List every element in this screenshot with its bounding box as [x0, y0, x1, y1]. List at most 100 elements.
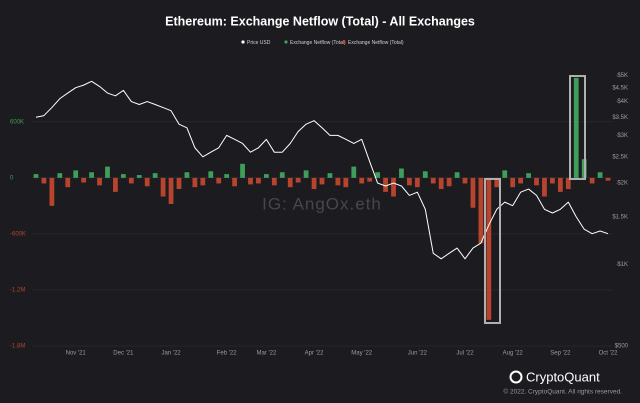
bar	[97, 177, 102, 186]
bar	[399, 168, 404, 178]
bar	[367, 177, 373, 182]
brand-name: CryptoQuant	[526, 369, 600, 384]
legend-marker	[241, 40, 245, 44]
y-tick-label: 0	[10, 175, 14, 181]
copyright: © 2022. CryptoQuant. All rights reserved…	[503, 388, 622, 396]
bar	[264, 174, 269, 178]
bar	[534, 177, 539, 186]
bar	[240, 163, 245, 178]
bar	[176, 177, 182, 190]
bar	[391, 177, 396, 197]
bar	[184, 172, 190, 178]
x-tick-label: Jul '22	[456, 351, 474, 357]
x-tick-label: Sep '22	[550, 351, 571, 357]
chart-title: Ethereum: Exchange Netflow (Total) - All…	[165, 14, 475, 28]
bar	[256, 177, 261, 184]
y-tick-label: -1.8M	[10, 344, 25, 350]
bar	[430, 177, 436, 184]
bar	[271, 177, 277, 186]
bar	[375, 172, 380, 178]
bar	[208, 171, 214, 178]
bar	[248, 177, 253, 185]
bar	[65, 177, 71, 188]
y2-tick-label: $2K	[617, 181, 628, 187]
bar	[224, 174, 230, 178]
x-tick-label: May '22	[351, 351, 372, 357]
brand-logo	[509, 370, 523, 384]
bar	[343, 177, 349, 188]
x-tick-label: Apr '22	[305, 351, 324, 357]
highlight-box	[484, 178, 501, 324]
bar	[414, 177, 420, 188]
bar	[438, 177, 444, 190]
bar	[311, 177, 317, 190]
bar	[105, 166, 110, 178]
y2-tick-label: $5K	[617, 73, 628, 79]
bar	[486, 177, 492, 320]
bar	[422, 171, 428, 178]
bar	[113, 177, 118, 192]
y2-tick-label: $1.5K	[612, 214, 628, 220]
y2-tick-label: $3.5K	[612, 115, 628, 121]
price-line	[35, 80, 609, 260]
bar	[192, 177, 198, 188]
bar	[144, 177, 150, 187]
bar	[557, 177, 563, 192]
y2-tick-label: $1K	[617, 262, 628, 268]
bar	[446, 177, 452, 187]
bar	[200, 177, 206, 186]
bar	[351, 166, 357, 178]
y2-tick-label: $4K	[617, 99, 628, 105]
legend-marker	[342, 40, 346, 44]
plot-area: 600K 0 -600K -1.2M -1.8M $5K $4.5K $4K $3.5K $3K $…	[10, 73, 629, 357]
x-tick-label: Dec '21	[113, 351, 134, 357]
y-tick-label: -600K	[10, 231, 26, 237]
bar	[597, 172, 603, 178]
y2-tick-label: $3K	[617, 133, 628, 139]
y2-tick-label: $4.5K	[612, 85, 628, 91]
bar	[335, 177, 341, 186]
y-tick-label: 600K	[10, 119, 24, 125]
legend-marker	[284, 40, 288, 44]
y-tick-label: -1.2M	[10, 288, 25, 294]
bar	[57, 173, 63, 178]
bar	[73, 170, 79, 178]
bar	[542, 177, 547, 197]
x-tick-label: Mar '22	[256, 351, 276, 357]
legend-label: Exchange Netflow (Total)	[348, 40, 404, 46]
bar	[589, 177, 595, 184]
x-tick-label: Feb '22	[217, 351, 237, 357]
bar	[407, 177, 412, 186]
x-tick-label: Aug '22	[503, 351, 524, 357]
bar	[81, 177, 87, 183]
bar	[478, 177, 484, 244]
y2-tick-label: $500	[615, 344, 629, 350]
bar	[319, 177, 325, 185]
bar	[33, 174, 39, 178]
bar	[232, 177, 237, 187]
bar	[279, 172, 285, 178]
watermark: IG: AngOx.eth	[262, 194, 382, 213]
bar	[136, 175, 142, 178]
bar	[565, 177, 571, 190]
bar	[462, 177, 468, 184]
y2-tick-label: $2.5K	[612, 154, 628, 160]
bar	[303, 170, 309, 178]
bar	[518, 177, 524, 184]
x-tick-label: Nov '21	[66, 351, 87, 357]
legend-label: Price USD	[247, 40, 271, 46]
bar	[89, 172, 94, 178]
bar	[327, 173, 333, 178]
bar	[160, 177, 166, 197]
bar	[470, 177, 476, 208]
bar	[287, 177, 293, 188]
bar	[295, 177, 301, 183]
bar	[550, 177, 555, 184]
x-tick-label: Jan '22	[161, 351, 181, 357]
bar	[359, 177, 365, 184]
x-tick-label: Oct '22	[599, 351, 618, 357]
bar	[216, 177, 222, 184]
bar	[49, 177, 55, 206]
